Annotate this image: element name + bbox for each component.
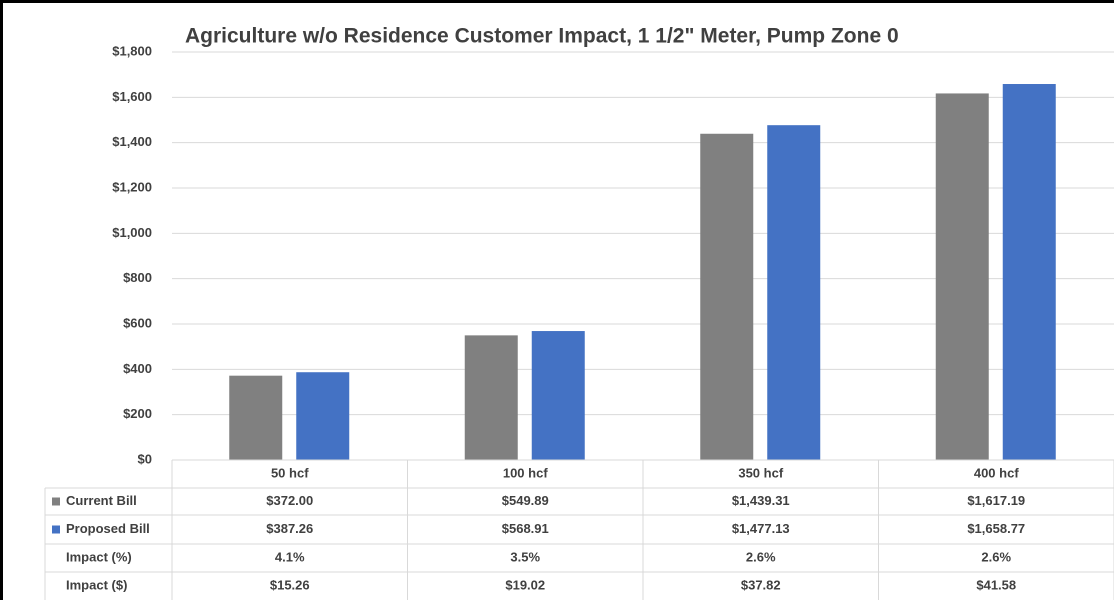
table-cell: $1,439.31 — [732, 493, 790, 508]
table-cell: 2.6% — [981, 549, 1011, 564]
row-label: Impact ($) — [66, 577, 127, 592]
table-cell: $549.89 — [502, 493, 549, 508]
x-tick-label: 400 hcf — [974, 465, 1019, 480]
table-cell: $41.58 — [976, 577, 1016, 592]
y-tick-label: $800 — [123, 270, 152, 285]
x-tick-label: 350 hcf — [738, 465, 783, 480]
bar — [531, 331, 585, 460]
table-cell: $15.26 — [270, 577, 310, 592]
row-label: Impact (%) — [66, 549, 132, 564]
bar — [767, 125, 821, 460]
y-tick-label: $400 — [123, 361, 152, 376]
legend-label: Current Bill — [66, 493, 137, 508]
y-tick-label: $1,800 — [112, 43, 152, 58]
table-cell: $37.82 — [741, 577, 781, 592]
bar — [464, 335, 518, 460]
table-cell: $1,658.77 — [967, 521, 1025, 536]
y-tick-label: $1,200 — [112, 179, 152, 194]
table-cell: $387.26 — [266, 521, 313, 536]
legend-key — [52, 525, 60, 534]
table-cell: 2.6% — [746, 549, 776, 564]
frame-top — [0, 0, 1114, 3]
table-cell: $19.02 — [505, 577, 545, 592]
table-cell: $1,617.19 — [967, 493, 1025, 508]
y-tick-label: $600 — [123, 315, 152, 330]
table-cell: 3.5% — [510, 549, 540, 564]
y-tick-label: $1,000 — [112, 225, 152, 240]
frame-left — [0, 0, 3, 600]
bar — [700, 133, 754, 460]
y-tick-label: $200 — [123, 406, 152, 421]
x-tick-label: 100 hcf — [503, 465, 548, 480]
legend-key — [52, 497, 60, 506]
legend-label: Proposed Bill — [66, 521, 150, 536]
table-cell: $1,477.13 — [732, 521, 790, 536]
bar — [229, 375, 283, 460]
chart-title: Agriculture w/o Residence Customer Impac… — [185, 25, 899, 48]
bar — [1002, 84, 1056, 460]
table-cell: 4.1% — [275, 549, 305, 564]
y-tick-label: $1,400 — [112, 134, 152, 149]
y-tick-label: $1,600 — [112, 89, 152, 104]
y-tick-label: $0 — [138, 451, 152, 466]
bar — [935, 93, 989, 460]
bar — [296, 372, 350, 460]
x-tick-label: 50 hcf — [271, 465, 309, 480]
table-cell: $372.00 — [266, 493, 313, 508]
table-cell: $568.91 — [502, 521, 549, 536]
